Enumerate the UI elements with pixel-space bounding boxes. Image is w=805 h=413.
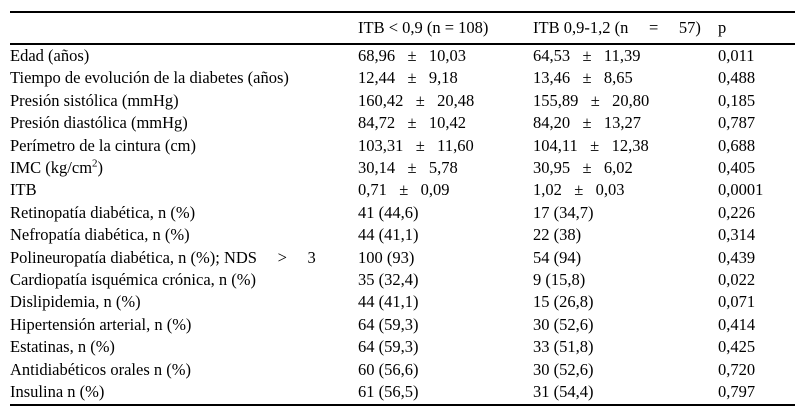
group1-value-cell: 30,14 ± 5,78	[358, 158, 458, 178]
p-value-cell: 0,720	[718, 359, 756, 379]
superscript: 2	[92, 157, 98, 170]
p-value-cell: 0,314	[718, 225, 756, 245]
p-value-cell: 0,185	[718, 90, 756, 110]
row-label: ITB	[10, 180, 37, 200]
p-value-cell: 0,439	[718, 247, 756, 267]
p-value-cell: 0,414	[718, 314, 756, 334]
group1-value-cell: 44 (41,1)	[358, 292, 419, 312]
group2-value-cell: 64,53 ± 11,39	[533, 46, 641, 65]
label-text: )	[97, 158, 104, 178]
group2-value-cell: 30,95 ± 6,02	[533, 158, 633, 178]
header-row: ITB < 0,9 (n = 108) ITB 0,9-1,2 (n = 57)…	[10, 12, 795, 45]
row-nefropatia: Nefropatía diabética, n (%) 44 (41,1) 22…	[10, 224, 795, 246]
group2-value-cell: 84,20 ± 13,27	[533, 113, 642, 133]
row-presion-diastolica: Presión diastólica (mmHg) 84,72 ± 10,42 …	[10, 112, 795, 134]
row-dislipidemia: Dislipidemia, n (%) 44 (41,1) 15 (26,8) …	[10, 291, 795, 313]
column-header-group-itb-low: ITB < 0,9 (n = 108)	[358, 12, 533, 45]
group2-value-cell: 155,89 ± 20,80	[533, 90, 650, 110]
group1-value-cell: 160,42 ± 20,48	[358, 90, 475, 110]
row-antidiabeticos: Antidiabéticos orales n (%) 60 (56,6) 30…	[10, 359, 795, 381]
row-presion-sistolica: Presión sistólica (mmHg) 160,42 ± 20,48 …	[10, 90, 795, 112]
group2-value-cell: 30 (52,6)	[533, 359, 594, 379]
group2-value-cell: 1,02 ± 0,03	[533, 180, 625, 200]
p-value-cell: 0,226	[718, 202, 756, 222]
group2-value-cell: 31 (54,4)	[533, 382, 594, 402]
group2-value-cell: 33 (51,8)	[533, 337, 594, 357]
row-insulina: Insulina n (%) 61 (56,5) 31 (54,4) 0,797	[10, 381, 795, 404]
label-text: IMC (kg/cm	[10, 158, 93, 178]
row-label: Insulina n (%)	[10, 382, 105, 402]
comparison-table: ITB < 0,9 (n = 108) ITB 0,9-1,2 (n = 57)…	[10, 11, 795, 406]
row-label: Polineuropatía diabética, n (%); NDS > 3	[10, 247, 316, 267]
group1-value-cell: 35 (32,4)	[358, 270, 419, 290]
row-label: Presión diastólica (mmHg)	[10, 113, 188, 133]
p-value-cell: 0,425	[718, 337, 756, 357]
group2-value-cell: 30 (52,6)	[533, 314, 594, 334]
column-header-p: p	[718, 12, 795, 45]
group2-value-cell: 22 (38)	[533, 225, 582, 245]
row-label: Dislipidemia, n (%)	[10, 292, 141, 312]
column-header-variable	[10, 12, 358, 45]
row-label: Antidiabéticos orales n (%)	[10, 359, 191, 379]
group1-value-cell: 60 (56,6)	[358, 359, 419, 379]
group1-value-cell: 61 (56,5)	[358, 382, 419, 402]
row-hipertension: Hipertensión arterial, n (%) 64 (59,3) 3…	[10, 314, 795, 336]
p-value-cell: 0,011	[718, 46, 755, 65]
row-label: Hipertensión arterial, n (%)	[10, 314, 192, 334]
row-label: Presión sistólica (mmHg)	[10, 90, 179, 110]
row-cardiopatia: Cardiopatía isquémica crónica, n (%) 35 …	[10, 269, 795, 291]
p-value-cell: 0,488	[718, 68, 756, 88]
group1-value-cell: 68,96 ± 10,03	[358, 46, 467, 65]
group1-value-cell: 64 (59,3)	[358, 337, 419, 357]
row-label: IMC (kg/cm2)	[10, 157, 358, 179]
column-header-group-itb-normal: ITB 0,9-1,2 (n = 57)	[533, 12, 718, 45]
group1-value-cell: 41 (44,6)	[358, 202, 419, 222]
row-label: Nefropatía diabética, n (%)	[10, 225, 190, 245]
p-value-cell: 0,688	[718, 135, 756, 155]
group2-value-cell: 13,46 ± 8,65	[533, 68, 633, 88]
group1-value-cell: 100 (93)	[358, 247, 415, 267]
row-estatinas: Estatinas, n (%) 64 (59,3) 33 (51,8) 0,4…	[10, 336, 795, 358]
row-label: Cardiopatía isquémica crónica, n (%)	[10, 270, 257, 290]
row-edad: Edad (años) 68,96 ± 10,03 64,53 ± 11,39 …	[10, 44, 795, 67]
p-value-cell: 0,405	[718, 158, 756, 178]
group2-value-cell: 17 (34,7)	[533, 202, 594, 222]
group1-value-cell: 12,44 ± 9,18	[358, 68, 458, 88]
group1-value-cell: 44 (41,1)	[358, 225, 419, 245]
p-value-cell: 0,071	[718, 292, 756, 312]
group2-value-cell: 9 (15,8)	[533, 270, 586, 290]
p-value-cell: 0,0001	[718, 180, 764, 200]
group1-value-cell: 84,72 ± 10,42	[358, 113, 467, 133]
row-label: Perímetro de la cintura (cm)	[10, 135, 197, 155]
p-value-cell: 0,797	[718, 382, 756, 402]
row-tiempo-evolucion: Tiempo de evolución de la diabetes (años…	[10, 67, 795, 89]
group2-value-cell: 104,11 ± 12,38	[533, 135, 649, 155]
group2-value-cell: 15 (26,8)	[533, 292, 594, 312]
group1-value-cell: 0,71 ± 0,09	[358, 180, 450, 200]
row-itb: ITB 0,71 ± 0,09 1,02 ± 0,03 0,0001	[10, 179, 795, 201]
p-value-cell: 0,022	[718, 270, 756, 290]
row-retinopatia: Retinopatía diabética, n (%) 41 (44,6) 1…	[10, 202, 795, 224]
group1-value-cell: 103,31 ± 11,60	[358, 135, 474, 155]
row-polineuropatia: Polineuropatía diabética, n (%); NDS > 3…	[10, 247, 795, 269]
row-label: Tiempo de evolución de la diabetes (años…	[10, 68, 289, 88]
row-label: Retinopatía diabética, n (%)	[10, 202, 196, 222]
group2-value-cell: 54 (94)	[533, 247, 582, 267]
row-label: Estatinas, n (%)	[10, 337, 115, 357]
row-perimetro-cintura: Perímetro de la cintura (cm) 103,31 ± 11…	[10, 135, 795, 157]
row-imc: IMC (kg/cm2) 30,14 ± 5,78 30,95 ± 6,02 0…	[10, 157, 795, 179]
row-label: Edad (años)	[10, 46, 90, 65]
group1-value-cell: 64 (59,3)	[358, 314, 419, 334]
p-value-cell: 0,787	[718, 113, 756, 133]
